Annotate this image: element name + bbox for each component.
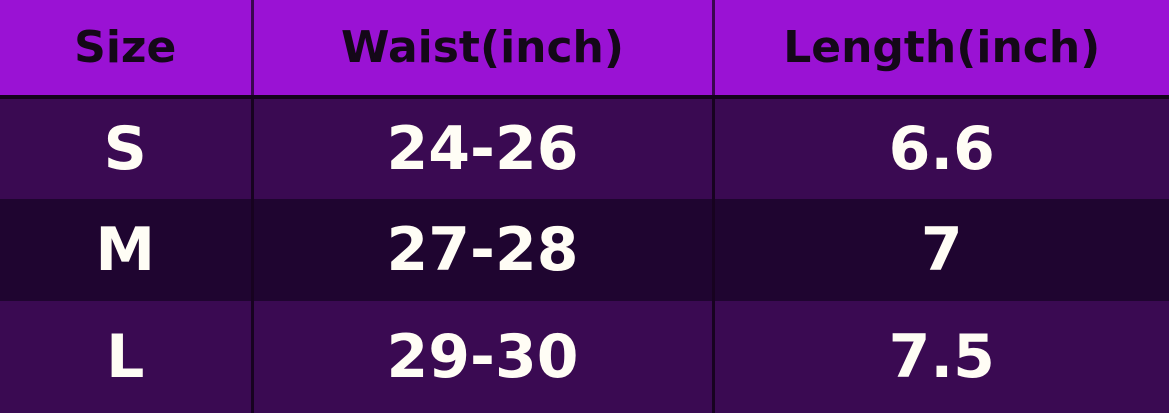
table-row: L 29-30 7.5 [0, 300, 1169, 413]
table-row: M 27-28 7 [0, 199, 1169, 301]
table-row: S 24-26 6.6 [0, 97, 1169, 200]
header-waist: Waist(inch) [250, 0, 713, 99]
cell-length: 7.5 [711, 300, 1169, 413]
header-size: Size [0, 0, 252, 99]
cell-size: M [95, 214, 156, 285]
cell-waist: 29-30 [250, 300, 713, 413]
cell-waist: 24-26 [250, 97, 713, 200]
header-row: Size Waist(inch) Length(inch) [0, 0, 1169, 99]
cell-length: 7 [711, 199, 1169, 301]
cell-size: S [103, 114, 147, 185]
cell-waist: 27-28 [250, 199, 713, 301]
cell-length: 6.6 [711, 97, 1169, 200]
cell-size: L [106, 321, 145, 392]
header-length: Length(inch) [711, 0, 1169, 99]
